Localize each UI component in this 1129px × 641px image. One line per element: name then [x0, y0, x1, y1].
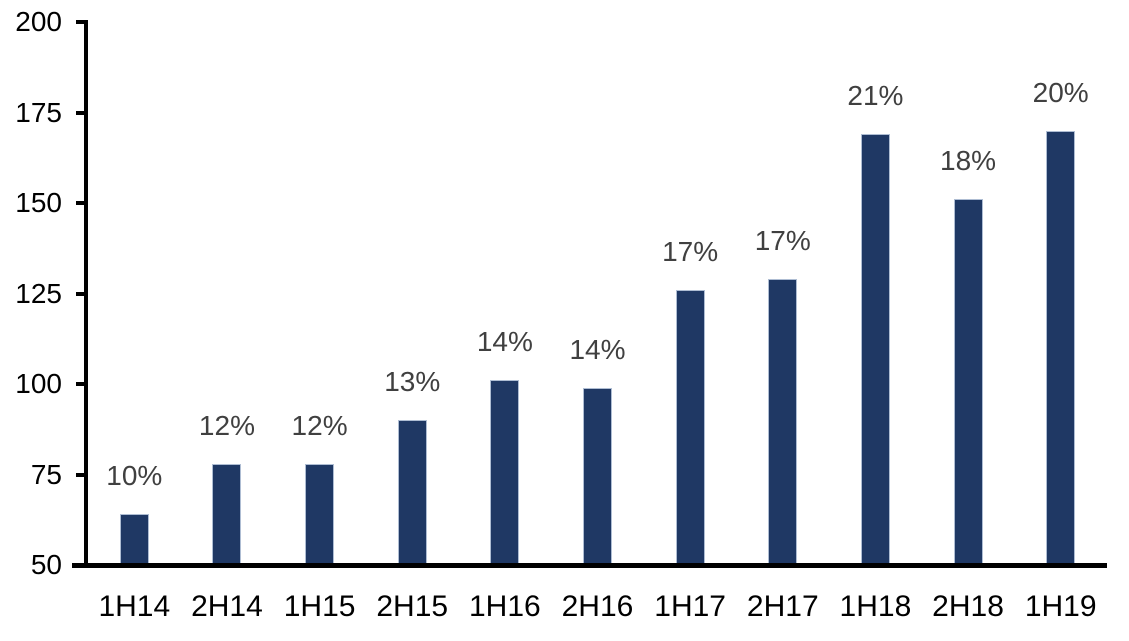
x-axis-category-label: 1H18 [839, 590, 912, 623]
y-axis-tick [76, 472, 88, 477]
bar [397, 420, 427, 564]
y-axis-tick-label: 150 [15, 187, 62, 218]
y-axis-tick-label: 100 [15, 368, 62, 399]
x-axis-category-label: 2H17 [746, 590, 819, 623]
y-axis-tick-label: 125 [15, 277, 62, 309]
y-axis-tick [76, 382, 88, 386]
bar-value-label: 12% [198, 409, 255, 441]
bar-value-label: 21% [847, 80, 904, 112]
bar [490, 380, 520, 564]
bar-value-label: 14% [476, 326, 533, 358]
bar-value-label: 17% [662, 235, 719, 267]
y-axis-tick-label: 75 [30, 458, 62, 490]
x-axis-category-label: 2H18 [932, 590, 1004, 623]
bar [583, 387, 612, 564]
x-axis-category-label: 1H14 [98, 590, 171, 623]
y-axis-tick-label: 175 [15, 96, 62, 128]
x-axis-category-label: 1H17 [654, 590, 726, 623]
bar [305, 463, 335, 564]
x-axis-category-label: 1H15 [283, 590, 356, 623]
x-axis-category-label: 1H19 [1024, 590, 1097, 623]
x-axis-category-label: 1H16 [468, 590, 541, 623]
bar [953, 199, 983, 564]
y-axis-tick [76, 110, 88, 115]
bar-value-label: 17% [754, 225, 811, 257]
y-axis-tick-label: 200 [15, 6, 62, 37]
bar [119, 514, 149, 564]
bar-value-label: 13% [384, 366, 441, 398]
y-axis-tick-label: 50 [30, 549, 62, 580]
bar-value-label: 18% [940, 145, 997, 177]
x-axis-category-label: 2H16 [561, 590, 634, 623]
bar [212, 463, 242, 564]
bar [768, 279, 798, 564]
y-axis-tick [76, 20, 88, 24]
y-axis-line [84, 20, 88, 567]
y-axis-tick [76, 291, 88, 296]
bar [1046, 130, 1076, 564]
bar-value-label: 20% [1032, 76, 1089, 108]
bar-value-label: 12% [291, 409, 348, 441]
x-axis-category-label: 2H15 [376, 590, 449, 623]
bar-value-label: 10% [106, 460, 163, 492]
x-axis-line [72, 563, 1107, 568]
bar [860, 134, 890, 564]
bar-value-label: 14% [569, 333, 626, 365]
x-axis-category-label: 2H14 [191, 590, 263, 623]
y-axis-tick [76, 201, 88, 205]
bar [675, 289, 705, 564]
